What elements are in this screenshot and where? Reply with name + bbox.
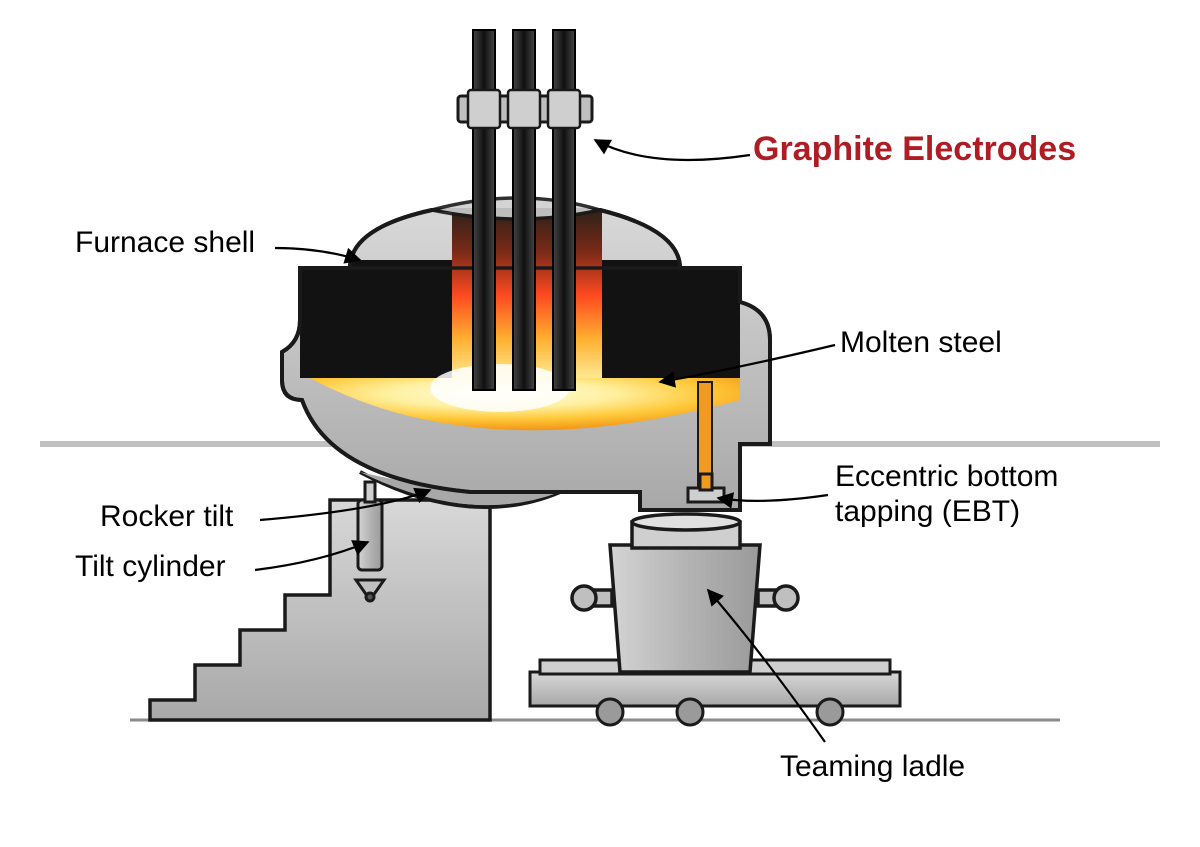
leader-furnace_shell <box>275 248 360 260</box>
label-tilt-cylinder: Tilt cylinder <box>75 550 226 585</box>
label-graphite-electrodes: Graphite Electrodes <box>753 130 1076 169</box>
label-rocker-tilt: Rocker tilt <box>100 500 233 535</box>
leader-graphite_electrodes <box>595 140 750 160</box>
label-teaming-ladle: Teaming ladle <box>780 750 965 785</box>
tilt-cylinder <box>356 482 384 601</box>
eaf-diagram: { "canvas": { "width": 1200, "height": 8… <box>0 0 1200 847</box>
label-ebt-line2: tapping (EBT) <box>835 495 1020 528</box>
label-ebt-line1: Eccentric bottom <box>835 460 1058 493</box>
graphite-electrodes <box>458 30 592 390</box>
teaming-ladle <box>572 514 798 672</box>
arc-glow <box>430 364 570 412</box>
label-molten-steel: Molten steel <box>840 326 1002 361</box>
label-ebt: Eccentric bottom tapping (EBT) <box>835 460 1058 529</box>
diagram-svg <box>0 0 1200 847</box>
label-furnace-shell: Furnace shell <box>75 226 255 261</box>
